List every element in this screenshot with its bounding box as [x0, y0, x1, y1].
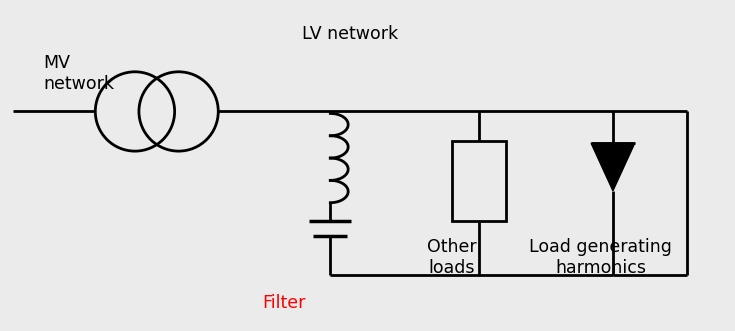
Bar: [452, 141, 506, 220]
Text: Filter: Filter: [262, 294, 305, 312]
Text: Other
loads: Other loads: [426, 238, 476, 277]
Text: LV network: LV network: [302, 25, 398, 43]
Text: Load generating
harmonics: Load generating harmonics: [529, 238, 673, 277]
Polygon shape: [591, 143, 635, 191]
Text: MV
network: MV network: [43, 54, 114, 93]
Circle shape: [139, 72, 218, 151]
Circle shape: [96, 72, 175, 151]
